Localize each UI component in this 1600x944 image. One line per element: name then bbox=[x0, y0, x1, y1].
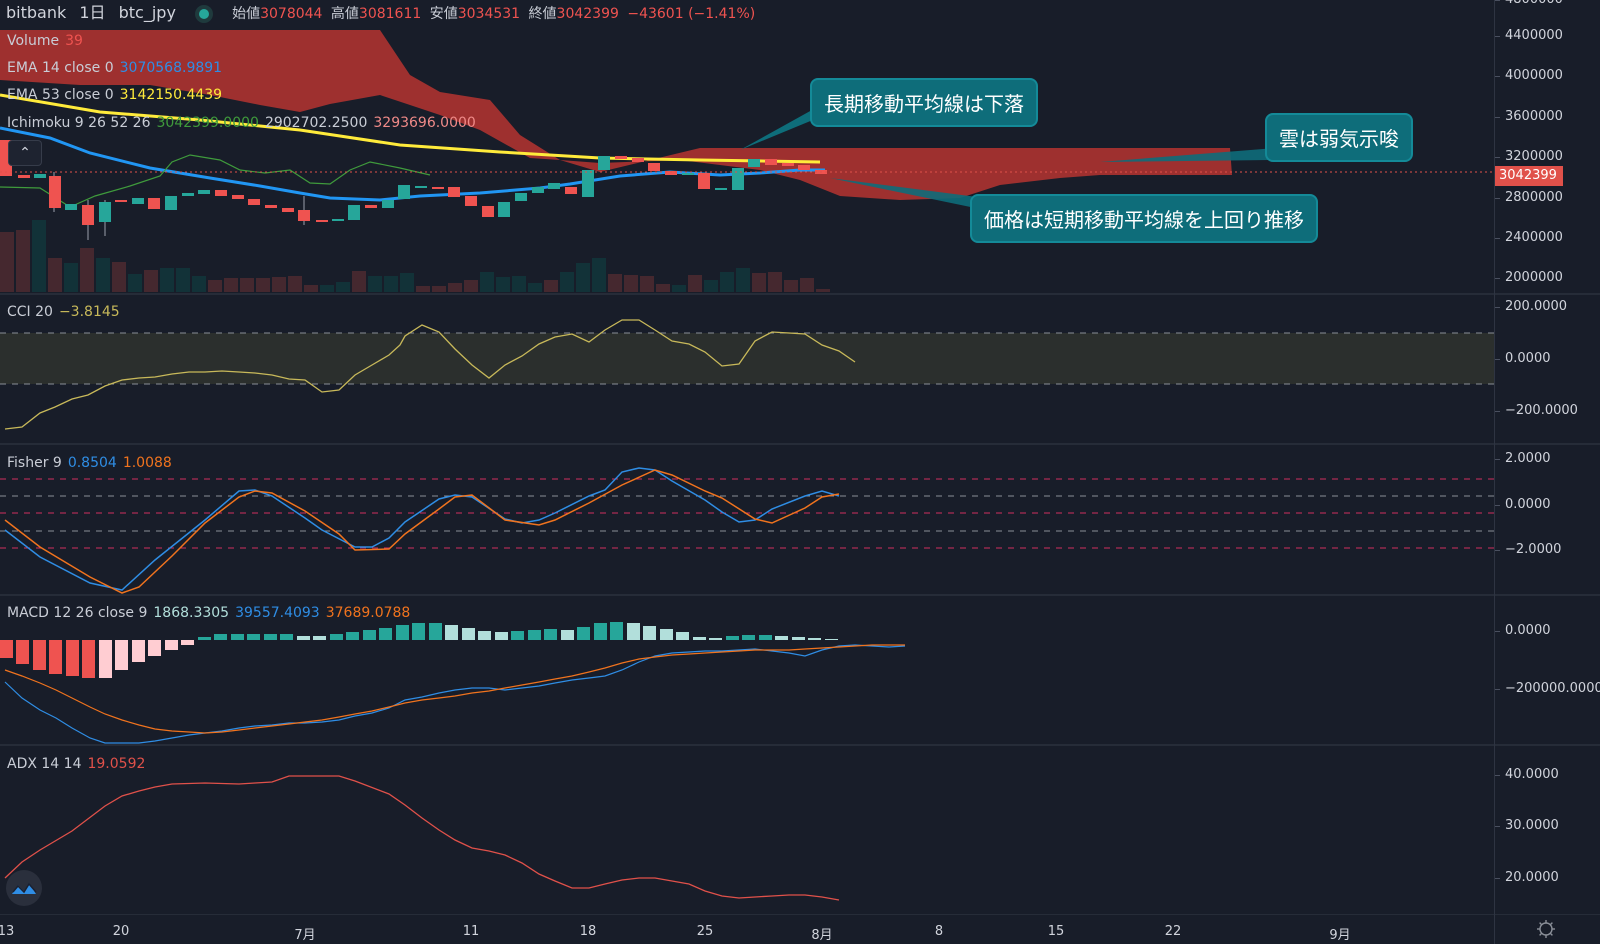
macd-line bbox=[4, 644, 906, 744]
chart-canvas[interactable] bbox=[0, 0, 1494, 944]
time-tick: 18 bbox=[579, 924, 597, 939]
legend-macd[interactable]: MACD 12 26 close 9 1868.3305 39557.4093 376… bbox=[7, 605, 411, 621]
fisher-trigger-value: 1.0088 bbox=[122, 455, 172, 471]
fisher-value: 0.8504 bbox=[67, 455, 117, 471]
price-tick: 2800000 bbox=[1495, 190, 1563, 205]
ichimoku-cloud bbox=[0, 30, 1232, 200]
tradingview-logo-button[interactable] bbox=[6, 870, 42, 906]
ichimoku-conversion-line bbox=[0, 154, 431, 208]
fisher-tick: −2.0000 bbox=[1494, 542, 1562, 557]
open-label: 始値 bbox=[232, 6, 261, 22]
time-tick: 20 bbox=[112, 924, 130, 939]
close-label: 終値 bbox=[528, 6, 557, 22]
time-tick: 25 bbox=[696, 924, 714, 939]
volume-value: 39 bbox=[65, 33, 83, 49]
time-axis-separator bbox=[0, 914, 1600, 915]
macd-signal-line bbox=[4, 644, 905, 734]
fisher-line bbox=[4, 467, 840, 591]
cci-value: −3.8145 bbox=[58, 304, 120, 320]
legend-adx[interactable]: ADX 14 14 19.0592 bbox=[7, 756, 146, 772]
fisher-tick: 2.0000 bbox=[1495, 451, 1551, 466]
price-tick: 4000000 bbox=[1495, 68, 1563, 83]
ema14-line bbox=[0, 126, 825, 202]
macd-value: 39557.4093 bbox=[235, 605, 320, 621]
legend-fisher[interactable]: Fisher 9 0.8504 1.0088 bbox=[7, 455, 172, 471]
cci-line bbox=[4, 319, 856, 430]
exchange-name[interactable]: bitbank bbox=[6, 3, 67, 22]
price-tick: 3200000 bbox=[1495, 149, 1563, 164]
adx-value: 19.0592 bbox=[87, 756, 146, 772]
symbol-name[interactable]: btc_jpy bbox=[118, 3, 176, 22]
time-tick: 7月 bbox=[294, 928, 316, 943]
close-value: 3042399 bbox=[556, 6, 619, 22]
time-tick: 11 bbox=[462, 924, 480, 939]
cci-tick: −200.0000 bbox=[1495, 403, 1578, 418]
adx-tick: 40.0000 bbox=[1495, 767, 1559, 782]
callout-long-ma[interactable]: 長期移動平均線は下落 bbox=[810, 78, 1038, 127]
fisher-tick: 0.0000 bbox=[1495, 497, 1551, 512]
macd-tick: −200000.0000 bbox=[1495, 681, 1600, 696]
price-tick: 4800000 bbox=[1495, 0, 1563, 7]
macd-tick: 0.0000 bbox=[1495, 623, 1551, 638]
low-label: 安値 bbox=[429, 6, 458, 22]
current-price-tag: 3042399 bbox=[1495, 166, 1563, 186]
cloud-chart-icon bbox=[12, 882, 37, 894]
ema53-value: 3142150.4439 bbox=[119, 87, 223, 103]
legend-cci[interactable]: CCI 20 −3.8145 bbox=[7, 304, 120, 320]
legend-ema53[interactable]: EMA 53 close 0 3142150.4439 bbox=[7, 87, 223, 103]
ichimoku-value-2: 2902702.2500 bbox=[264, 115, 368, 131]
price-tick: 2400000 bbox=[1495, 230, 1563, 245]
symbol-header: bitbank 1日 btc_jpy 始値3078044 高値3081611 安… bbox=[0, 0, 755, 26]
macd-signal-value: 37689.0788 bbox=[325, 605, 411, 621]
high-value: 3081611 bbox=[358, 6, 422, 22]
price-tick: 3600000 bbox=[1495, 109, 1563, 124]
price-axis-border bbox=[1494, 0, 1495, 944]
time-tick: 13 bbox=[0, 924, 15, 939]
macd-hist-value: 1868.3305 bbox=[153, 605, 230, 621]
legend-volume[interactable]: Volume 39 bbox=[7, 33, 83, 49]
pane-separator-fisher[interactable] bbox=[0, 443, 1600, 445]
ema14-value: 3070568.9891 bbox=[119, 60, 223, 76]
legend-ichimoku[interactable]: Ichimoku 9 26 52 26 3042399.0000 2902702.2… bbox=[7, 115, 476, 131]
cci-band bbox=[0, 333, 1494, 384]
cci-tick: 200.0000 bbox=[1494, 299, 1568, 314]
pane-separator-adx[interactable] bbox=[0, 744, 1600, 746]
settings-gear-icon[interactable] bbox=[1535, 918, 1557, 940]
collapse-legend-button[interactable]: ⌃ bbox=[8, 140, 42, 166]
low-value: 3034531 bbox=[457, 6, 521, 22]
time-tick: 9月 bbox=[1329, 928, 1351, 943]
price-tick: 4400000 bbox=[1495, 28, 1563, 43]
open-value: 3078044 bbox=[260, 6, 323, 22]
time-tick: 22 bbox=[1164, 924, 1182, 939]
interval[interactable]: 1日 bbox=[79, 3, 106, 22]
adx-tick: 30.0000 bbox=[1495, 818, 1559, 833]
market-status-dot-icon bbox=[199, 8, 210, 19]
chevron-up-icon: ⌃ bbox=[19, 145, 31, 161]
callout-cloud[interactable]: 雲は弱気示唆 bbox=[1265, 113, 1413, 162]
volume-bars bbox=[0, 220, 830, 292]
pane-separator-cci[interactable] bbox=[0, 293, 1600, 295]
time-tick: 8 bbox=[934, 924, 944, 939]
time-tick: 8月 bbox=[811, 928, 833, 943]
adx-tick: 20.0000 bbox=[1495, 870, 1559, 885]
cci-tick: 0.0000 bbox=[1495, 351, 1551, 366]
ichimoku-value-1: 3042399.0000 bbox=[156, 115, 259, 131]
time-tick: 15 bbox=[1047, 924, 1065, 939]
pane-separator-macd[interactable] bbox=[0, 594, 1600, 596]
adx-line bbox=[4, 775, 840, 901]
legend-ema14[interactable]: EMA 14 close 0 3070568.9891 bbox=[7, 60, 223, 76]
change-value: −43601 (−1.41%) bbox=[627, 6, 756, 22]
high-label: 高値 bbox=[330, 6, 359, 22]
fisher-trigger-line bbox=[4, 469, 840, 594]
price-tick: 2000000 bbox=[1495, 270, 1563, 285]
ichimoku-value-3: 3293696.0000 bbox=[373, 115, 476, 131]
ema53-line bbox=[0, 93, 821, 164]
macd-histogram bbox=[0, 622, 838, 678]
callout-price-short-ma[interactable]: 価格は短期移動平均線を上回り推移 bbox=[970, 194, 1318, 243]
